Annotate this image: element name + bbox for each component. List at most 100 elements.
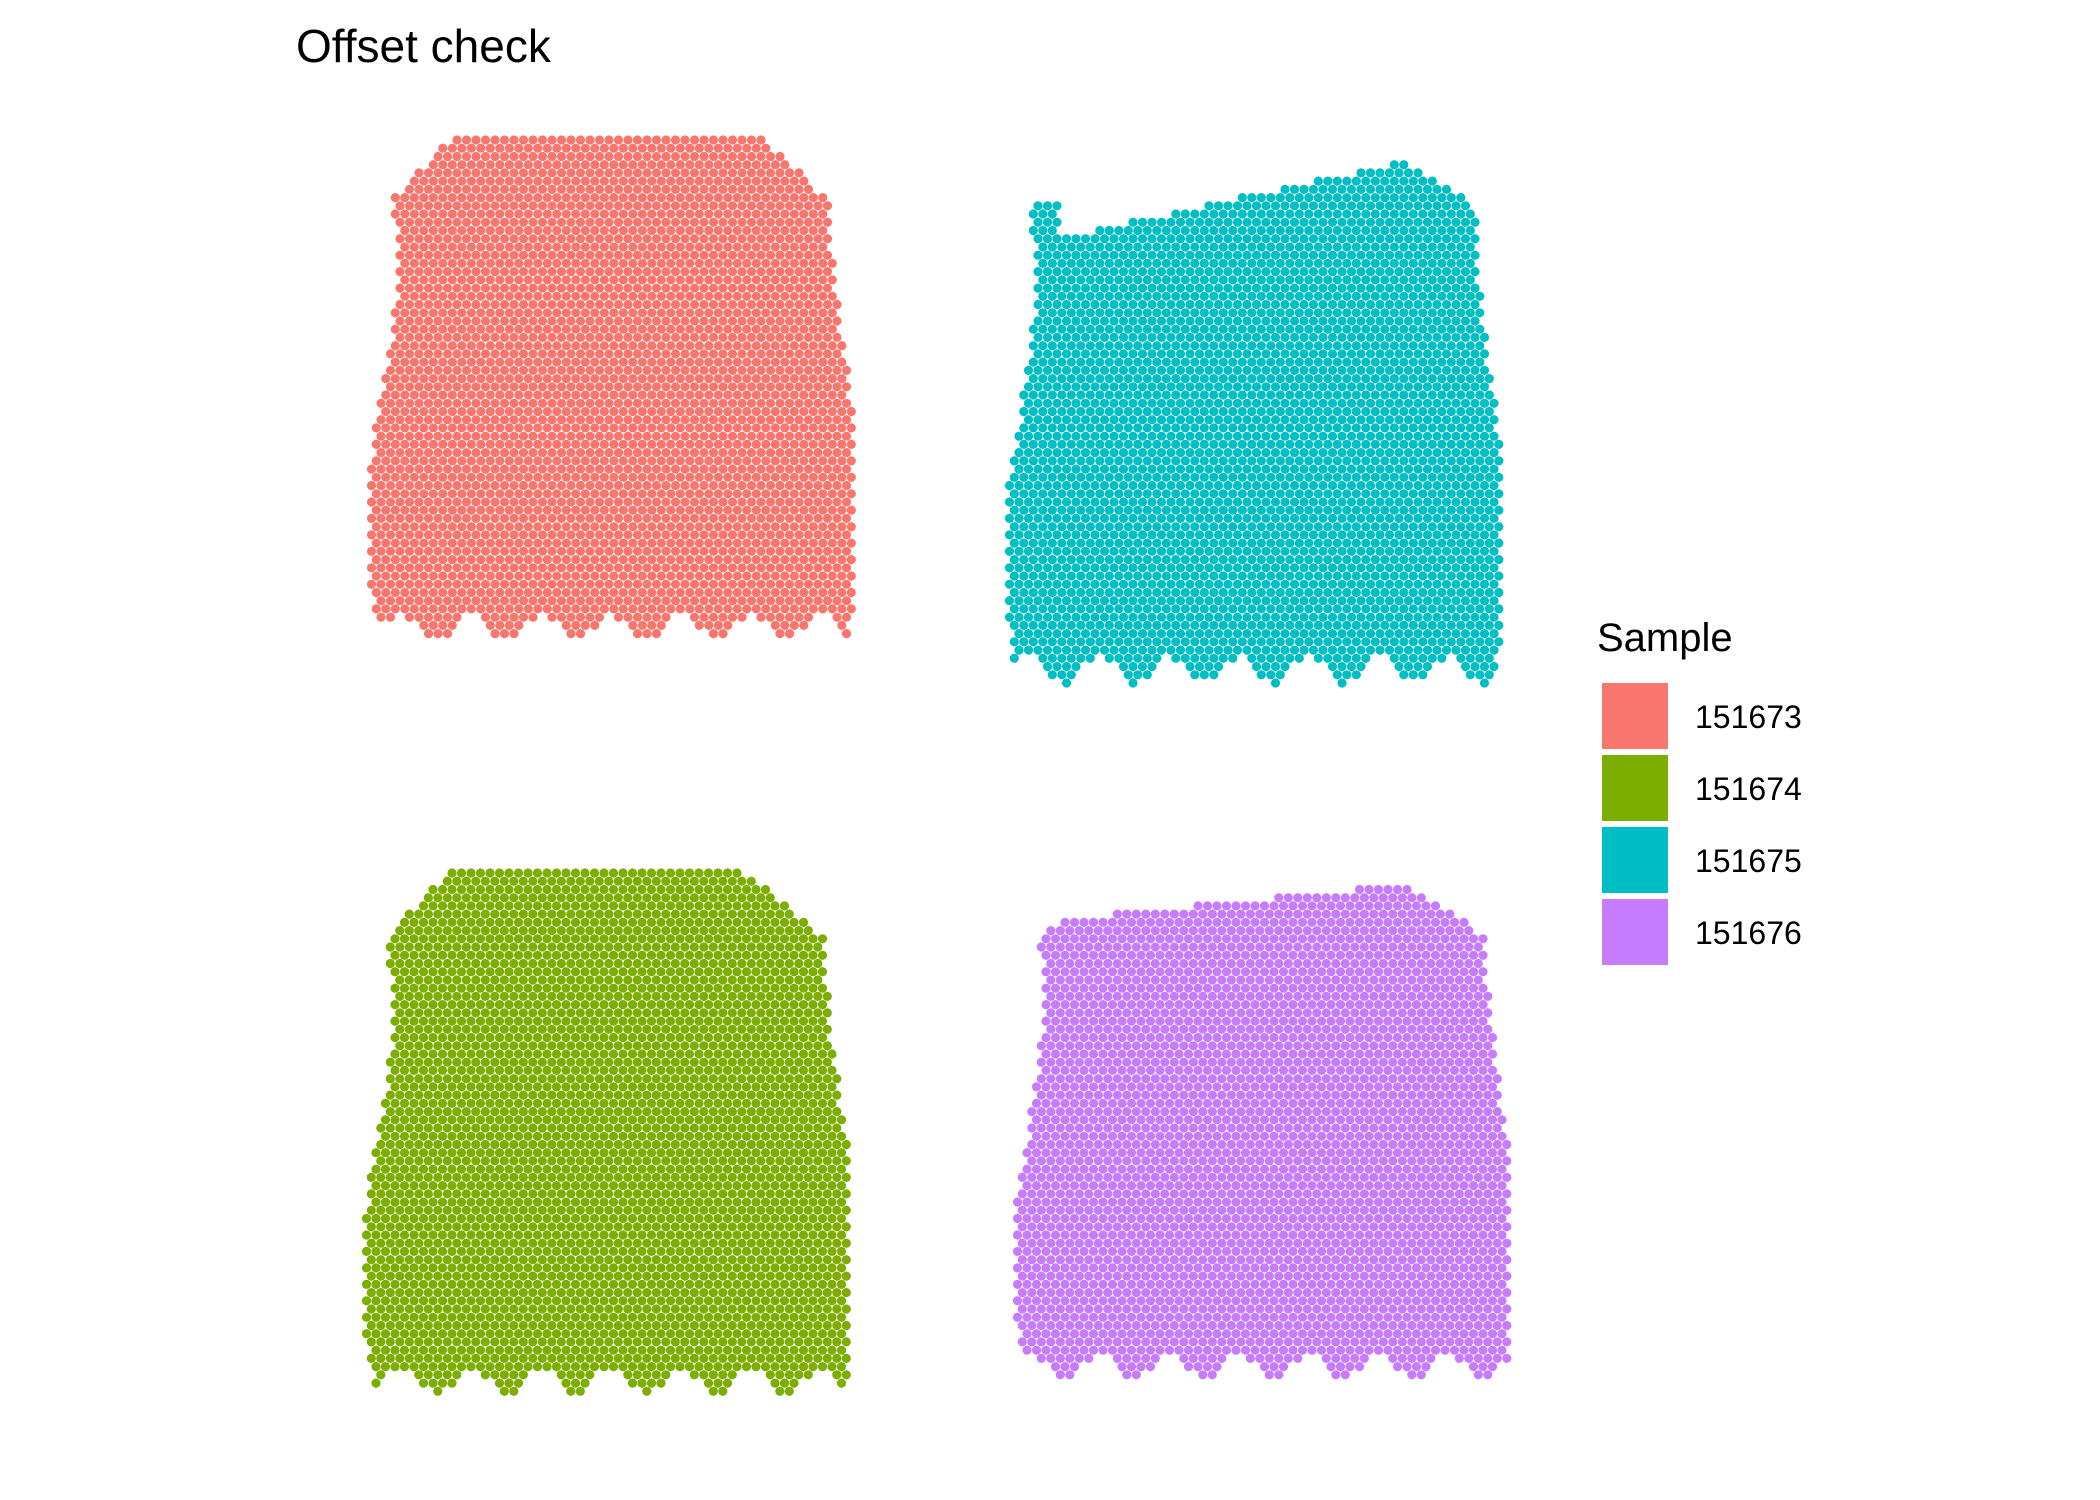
- spot-151673: [723, 160, 733, 170]
- spot-151675: [1057, 275, 1067, 285]
- spot-151673: [376, 497, 386, 507]
- spot-151673: [618, 275, 628, 285]
- spot-151673: [547, 497, 557, 507]
- spot-151673: [575, 563, 586, 573]
- spot-151675: [1194, 398, 1205, 408]
- spot-151673: [528, 530, 538, 540]
- spot-151673: [395, 415, 405, 425]
- spot-151675: [1237, 522, 1247, 532]
- spot-151673: [537, 217, 548, 227]
- spot-151673: [428, 538, 438, 548]
- spot-151675: [1161, 324, 1171, 334]
- spot-151673: [533, 555, 543, 565]
- spot-151675: [1403, 250, 1414, 260]
- spot-151673: [580, 555, 590, 565]
- spot-151675: [1299, 217, 1309, 227]
- spot-151675: [1465, 406, 1475, 417]
- spot-151673: [628, 604, 638, 614]
- spot-151673: [514, 587, 524, 598]
- spot-151673: [480, 382, 491, 392]
- spot-151675: [1028, 374, 1038, 384]
- spot-151673: [704, 308, 714, 318]
- spot-151675: [1095, 308, 1105, 318]
- spot-151673: [523, 308, 533, 318]
- spot-151673: [737, 579, 747, 589]
- spot-151673: [404, 250, 415, 260]
- spot-151675: [1304, 505, 1314, 515]
- spot-151675: [1071, 480, 1081, 491]
- spot-151673: [542, 176, 552, 186]
- spot-151673: [780, 456, 790, 466]
- spot-151675: [1004, 546, 1015, 556]
- spot-151675: [1465, 374, 1475, 384]
- spot-151673: [613, 332, 624, 342]
- spot-151675: [1194, 480, 1205, 491]
- spot-151673: [689, 448, 700, 458]
- spot-151675: [1356, 365, 1366, 375]
- spot-151673: [542, 604, 552, 614]
- spot-151673: [723, 489, 733, 499]
- spot-151675: [1304, 472, 1314, 482]
- spot-151675: [1232, 332, 1243, 342]
- spot-151673: [490, 217, 500, 227]
- spot-151673: [803, 365, 814, 375]
- spot-151675: [1441, 398, 1452, 408]
- spot-151675: [1418, 341, 1428, 351]
- spot-151675: [1441, 217, 1452, 227]
- spot-151675: [1437, 538, 1447, 548]
- spot-151673: [723, 143, 733, 153]
- spot-151673: [466, 423, 476, 433]
- spot-151675: [1475, 423, 1485, 433]
- spot-151673: [723, 374, 733, 384]
- spot-151673: [618, 209, 628, 219]
- spot-151673: [423, 316, 434, 326]
- spot-151673: [485, 571, 495, 581]
- spot-151675: [1432, 546, 1442, 556]
- spot-151675: [1285, 423, 1295, 433]
- spot-151673: [518, 415, 529, 425]
- spot-151675: [1228, 341, 1238, 351]
- spot-151675: [1318, 283, 1328, 293]
- spot-151673: [689, 168, 700, 178]
- spot-151675: [1275, 538, 1285, 548]
- spot-151675: [1118, 497, 1129, 507]
- spot-151673: [718, 596, 728, 606]
- spot-151673: [604, 135, 614, 145]
- spot-151673: [699, 250, 709, 260]
- spot-151673: [480, 513, 491, 524]
- spot-151673: [642, 267, 652, 277]
- spot-151673: [566, 316, 576, 326]
- spot-151673: [423, 497, 434, 507]
- spot-151673: [585, 151, 595, 162]
- spot-151675: [1422, 398, 1433, 408]
- spot-151675: [1346, 332, 1357, 342]
- spot-151675: [1080, 497, 1091, 507]
- spot-151675: [1071, 316, 1081, 326]
- spot-151673: [670, 480, 681, 491]
- spot-151675: [1251, 316, 1262, 326]
- spot-151675: [1456, 291, 1466, 301]
- spot-151673: [537, 332, 548, 342]
- spot-151673: [818, 357, 828, 367]
- spot-151673: [775, 579, 785, 589]
- spot-151673: [713, 374, 723, 384]
- spot-151673: [542, 505, 552, 515]
- spot-151675: [1099, 267, 1110, 277]
- spot-151673: [499, 546, 510, 556]
- spot-151675: [1422, 332, 1433, 342]
- spot-151673: [685, 357, 695, 367]
- spot-151675: [1033, 332, 1043, 342]
- spot-151673: [685, 522, 695, 532]
- spot-151675: [1403, 415, 1414, 425]
- spot-151675: [1389, 242, 1399, 252]
- spot-151673: [628, 620, 638, 631]
- spot-151675: [1123, 357, 1133, 367]
- spot-151673: [761, 324, 771, 334]
- spot-151675: [1123, 472, 1133, 482]
- spot-151673: [485, 423, 495, 433]
- spot-151675: [1365, 415, 1376, 425]
- spot-151675: [1294, 423, 1304, 433]
- spot-151675: [1413, 530, 1423, 540]
- spot-151673: [827, 505, 837, 515]
- spot-151673: [409, 555, 419, 565]
